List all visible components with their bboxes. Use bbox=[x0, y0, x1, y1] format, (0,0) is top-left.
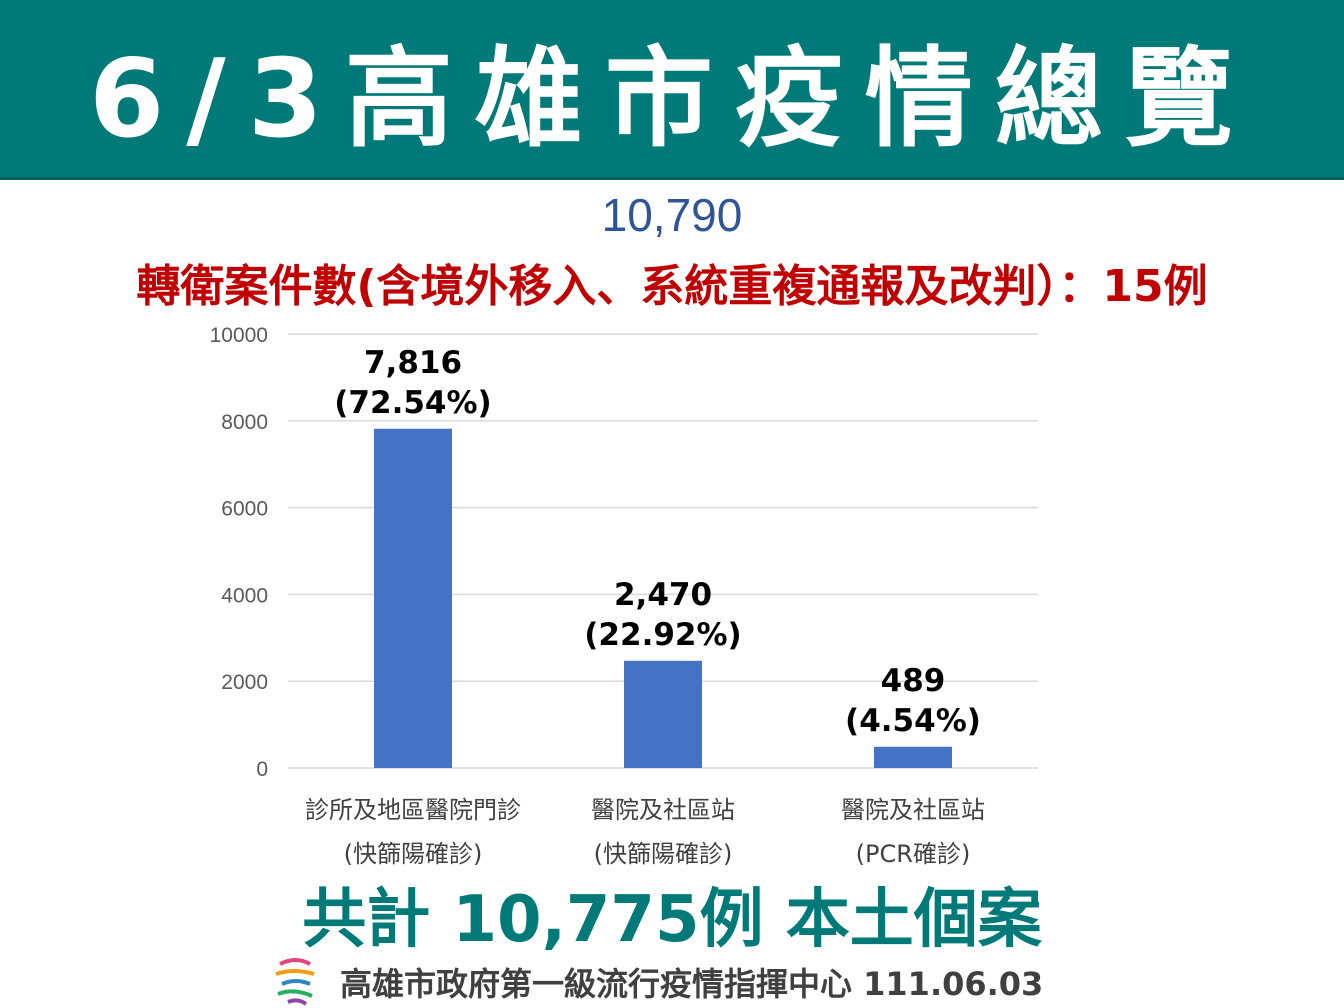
footer: 高雄市政府第一級流行疫情指揮中心 111.06.03 bbox=[270, 958, 1043, 1006]
bar bbox=[624, 660, 702, 768]
local-case-summary: 共計 10,775例 本土個案 bbox=[302, 883, 1042, 957]
y-tick-label: 2000 bbox=[221, 671, 268, 694]
x-category-label: 醫院及社區站 bbox=[591, 796, 735, 824]
data-value-label: 2,470 bbox=[614, 577, 712, 613]
x-category-label: 診所及地區醫院門診 bbox=[305, 796, 521, 824]
x-category-label: (PCR確診) bbox=[856, 840, 971, 868]
data-percent-label: (22.92%) bbox=[584, 617, 741, 653]
y-tick-label: 0 bbox=[256, 758, 268, 781]
data-percent-label: (4.54%) bbox=[845, 703, 981, 739]
x-category-label: (快篩陽確診) bbox=[594, 840, 733, 868]
title-banner: 6/3高雄市疫情總覽 bbox=[0, 0, 1344, 180]
y-tick-label: 10000 bbox=[210, 324, 268, 347]
kaohsiung-city-logo-icon bbox=[275, 958, 315, 1006]
bar-chart: 0 2000 4000 6000 8000 10000 7,816 (72.54%) 診所及地區… bbox=[210, 324, 1038, 868]
data-value-label: 7,816 bbox=[364, 345, 462, 381]
total-reported-count: 10,790 bbox=[601, 189, 743, 241]
y-tick-label: 6000 bbox=[221, 498, 268, 521]
organization-and-date: 高雄市政府第一級流行疫情指揮中心 111.06.03 bbox=[340, 965, 1044, 1003]
data-value-label: 489 bbox=[881, 663, 946, 699]
x-category-label: (快篩陽確診) bbox=[344, 840, 483, 868]
y-tick-label: 8000 bbox=[221, 411, 268, 434]
transfer-cases-note: 轉衛案件數(含境外移入、系統重複通報及改判）：15例 bbox=[136, 261, 1208, 312]
x-category-label: 醫院及社區站 bbox=[841, 796, 985, 824]
bar bbox=[374, 428, 452, 768]
page-title: 6/3高雄市疫情總覽 bbox=[89, 37, 1255, 162]
y-tick-label: 4000 bbox=[221, 584, 268, 607]
bar bbox=[874, 746, 952, 768]
data-percent-label: (72.54%) bbox=[334, 385, 491, 421]
